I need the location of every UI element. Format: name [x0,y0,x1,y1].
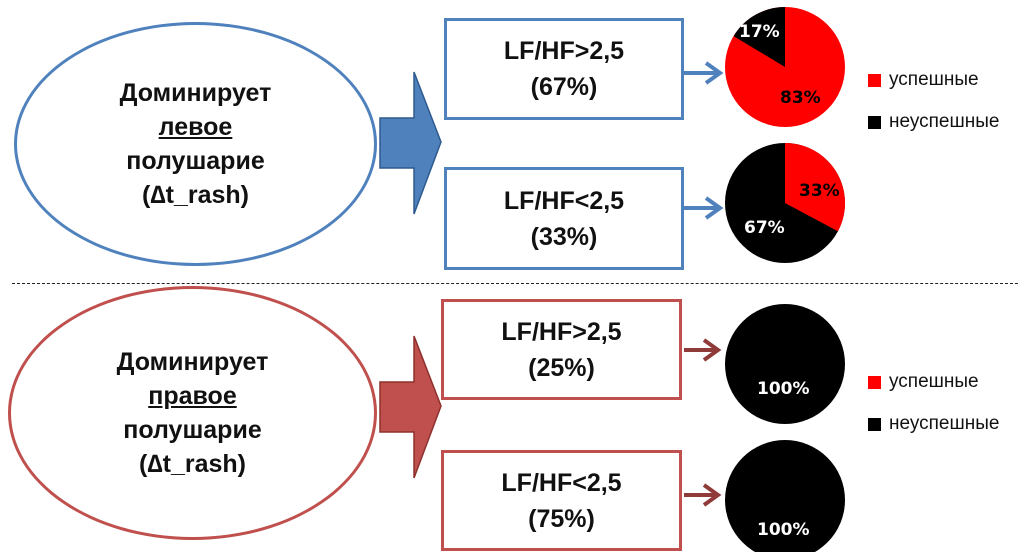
pie-slice-success [785,143,845,232]
box-top-1: LF/HF>2,5 (67%) [444,18,684,120]
pie-top-1: 17% 83% [725,7,845,127]
ellipse-line3: полушарие [126,147,265,175]
ellipse-line2: правое [148,382,237,410]
ellipse-line3: полушарие [123,416,262,444]
box-top-2: LF/HF<2,5 (33%) [444,167,684,270]
pie-slice-fail [733,7,785,67]
arrow-bottom-1 [684,338,722,362]
pie-top-2: 33% 67% [725,143,845,263]
legend-label-success: успешные [889,69,979,90]
arrow-top-2 [684,196,724,220]
legend-swatch-fail [868,115,881,129]
ellipse-line1: Доминирует [116,348,269,376]
pie-label-fail: 100% [757,520,810,540]
box-line2: (25%) [528,353,595,382]
pie-label-fail: 100% [757,379,810,399]
arrow-bottom-2 [684,483,722,507]
arrow-top-1 [684,61,724,85]
legend-item-success: успешные [868,370,999,394]
box-line2: (33%) [530,222,598,251]
legend-top: успешные неуспешные [868,68,999,152]
box-line1: LF/HF<2,5 [503,186,625,215]
legend-item-fail: неуспешные [868,412,999,436]
box-line1: LF/HF>2,5 [503,37,625,65]
block-arrow-bottom [379,335,442,479]
legend-label-fail: неуспешные [889,111,1000,132]
legend-label-fail: неуспешные [889,413,1000,434]
pie-label-fail: 17% [739,22,780,42]
pie-slice-fail [725,304,845,424]
pie-bottom-2: 100% [725,440,845,552]
box-line2: (67%) [530,73,598,101]
pie-slice-fail [725,440,845,552]
box-line1: LF/HF>2,5 [501,317,622,346]
ellipse-left-hemisphere: Доминирует левое полушарие (∆t_rash) [14,22,377,266]
legend-swatch-success [868,375,881,389]
ellipse-right-hemisphere: Доминирует правое полушарие (∆t_rash) [8,286,377,540]
pie-label-fail: 67% [744,218,785,238]
pie-label-success: 33% [799,181,840,201]
legend-item-fail: неуспешные [868,110,999,134]
legend-item-success: успешные [868,68,999,92]
legend-bottom: успешные неуспешные [868,370,999,454]
pie-bottom-1: 100% [725,304,845,424]
ellipse-line4: (∆t_rash) [142,181,249,209]
box-bottom-1: LF/HF>2,5 (25%) [441,299,682,400]
ellipse-line4: (∆t_rash) [139,450,246,478]
box-bottom-2: LF/HF<2,5 (75%) [441,450,682,551]
ellipse-line1: Доминирует [119,79,272,107]
ellipse-line2: левое [158,113,233,141]
pie-label-success: 83% [780,88,821,108]
box-line1: LF/HF<2,5 [501,468,622,497]
legend-label-success: успешные [889,371,979,392]
block-arrow-top [379,71,442,215]
legend-swatch-fail [868,417,881,431]
section-divider [12,283,1018,284]
legend-swatch-success [868,73,881,87]
box-line2: (75%) [528,504,595,533]
